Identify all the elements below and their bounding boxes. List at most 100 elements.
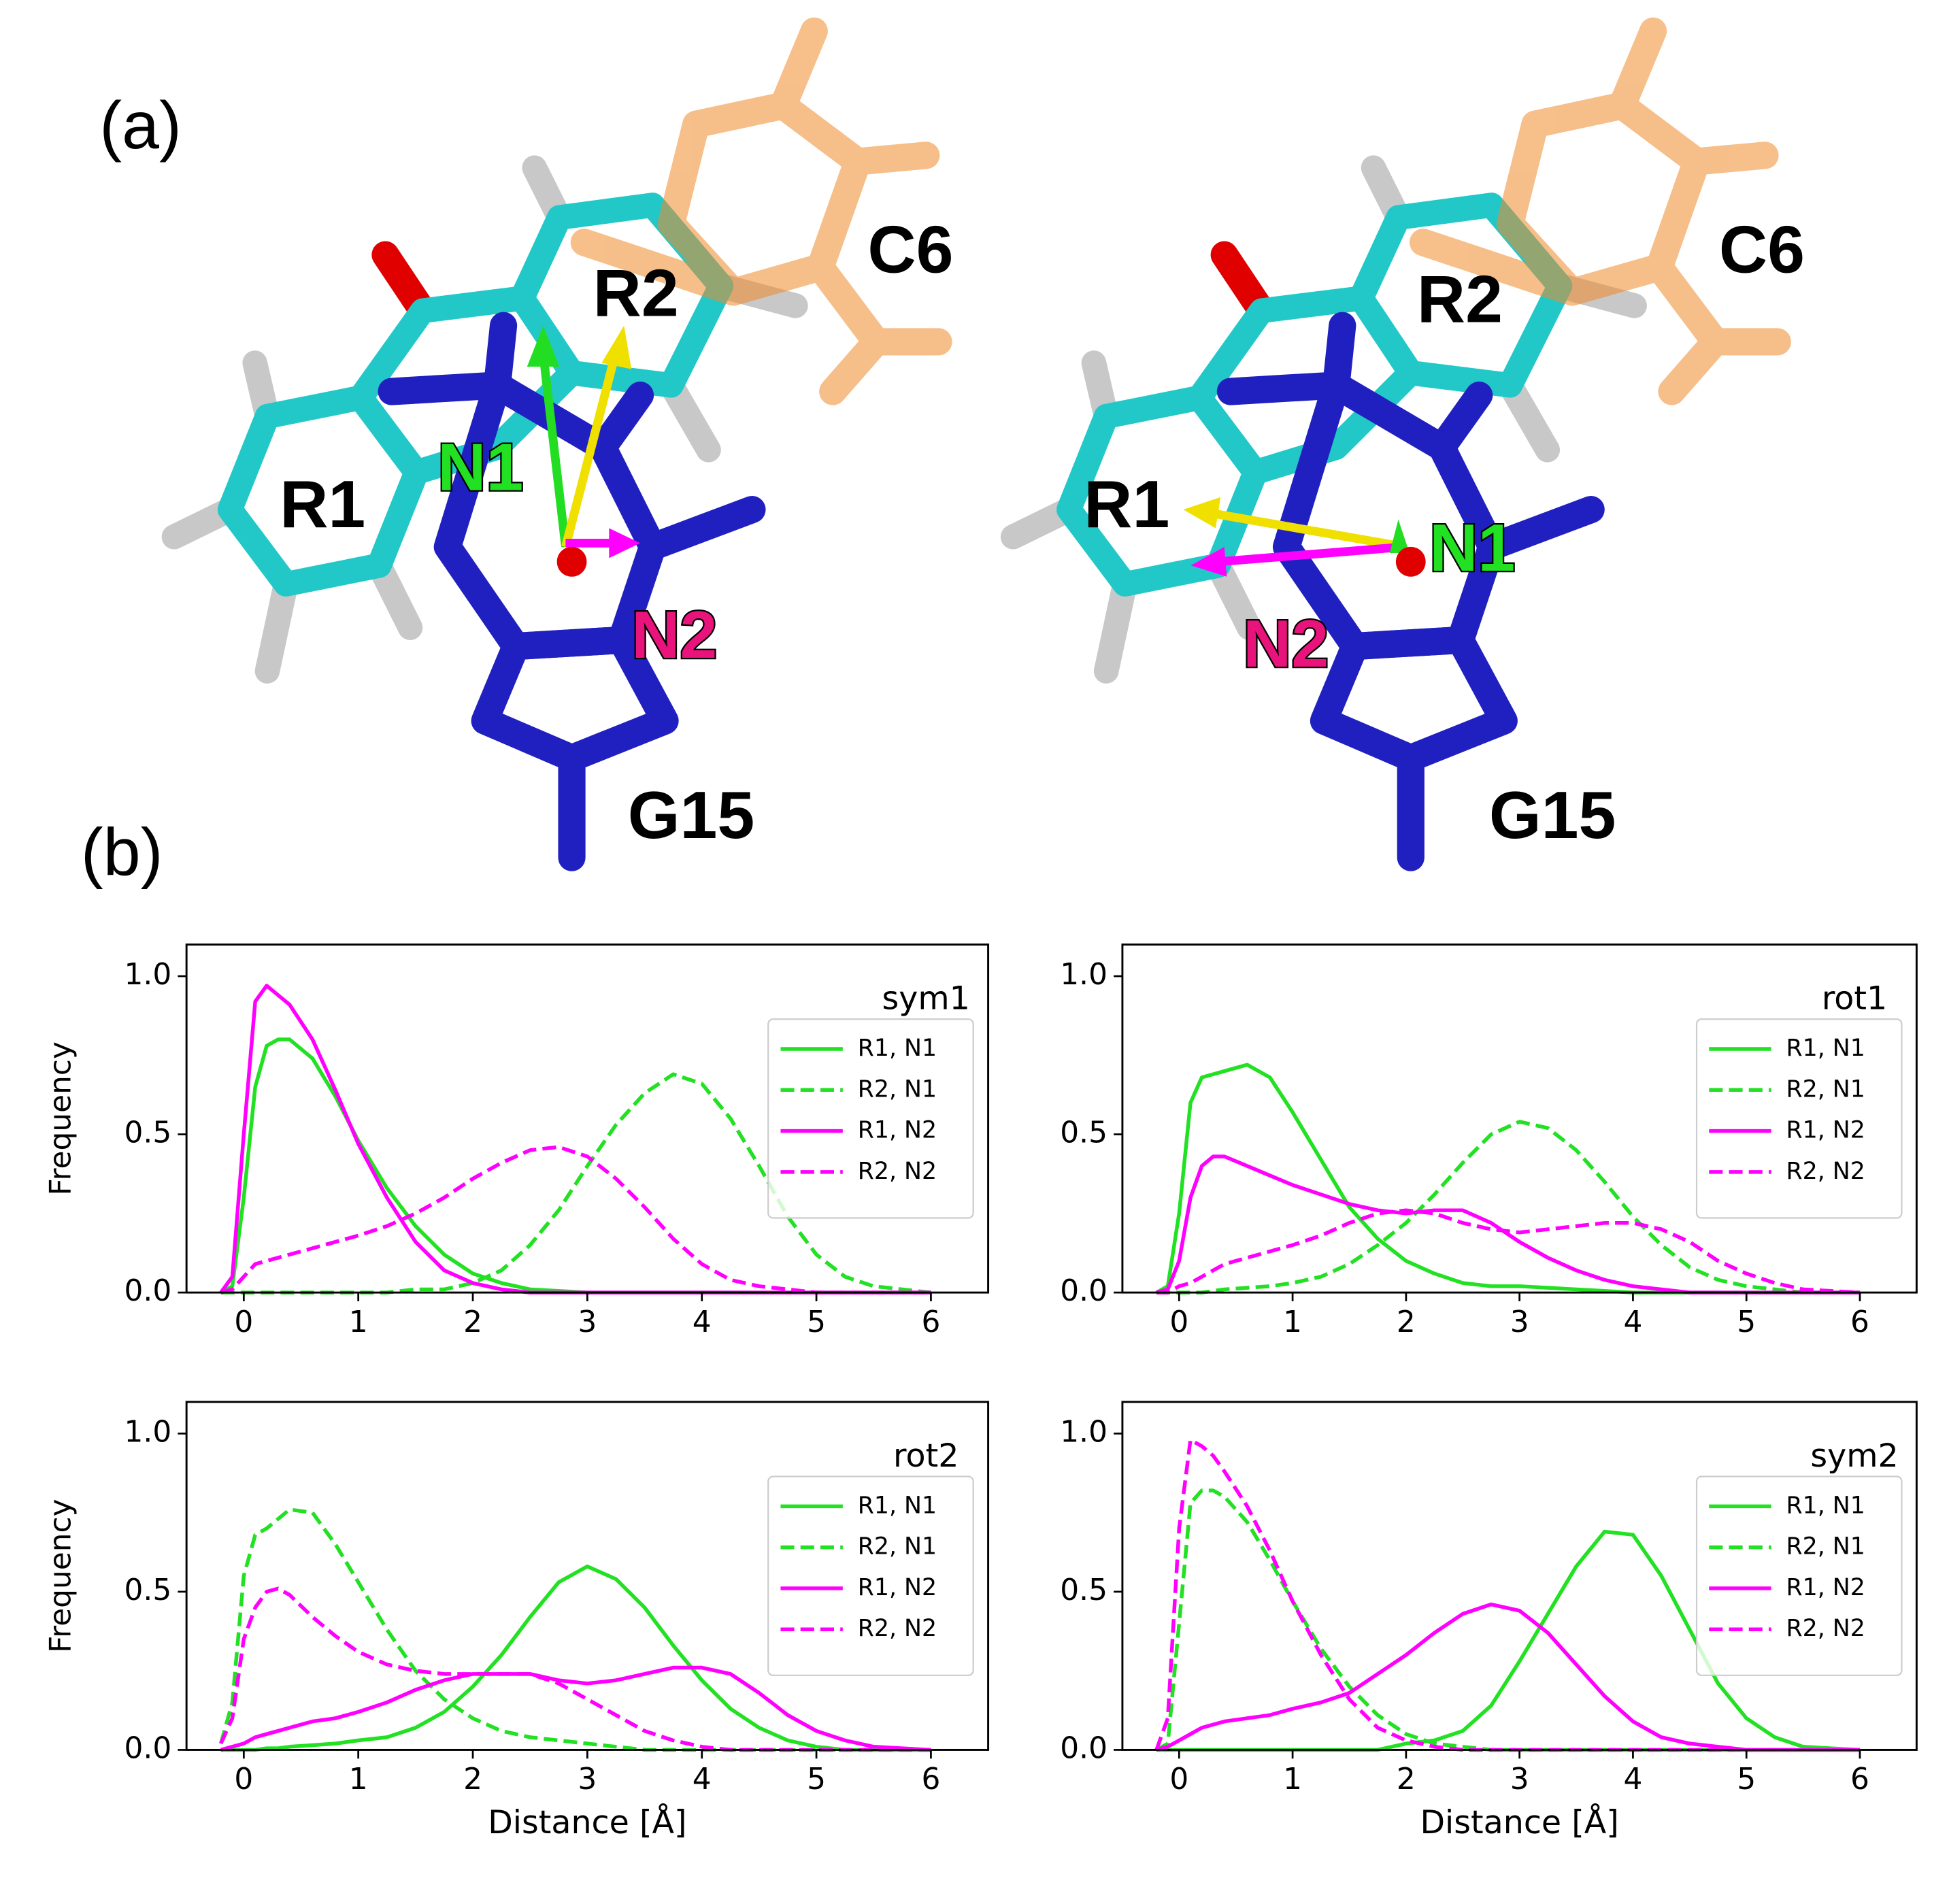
x-tick-label: 0 <box>234 1762 253 1797</box>
y-tick-label: 0.0 <box>1060 1731 1107 1765</box>
legend-label: R1, N1 <box>1786 1035 1865 1062</box>
legend-frame <box>1695 1018 1903 1219</box>
legend-label: R1, N2 <box>858 1574 937 1601</box>
x-tick-label: 5 <box>1737 1762 1756 1797</box>
ring-label: R1 <box>280 467 365 541</box>
x-tick-label: 2 <box>463 1305 482 1339</box>
y-tick-label: 0.0 <box>124 1273 172 1308</box>
x-tick-label: 4 <box>1623 1305 1642 1339</box>
x-tick-label: 3 <box>1510 1305 1529 1339</box>
y-tick-label: 0.5 <box>124 1116 172 1150</box>
x-tick-label: 4 <box>1623 1762 1642 1797</box>
legend-label: R1, N1 <box>858 1035 937 1062</box>
legend-label: R2, N2 <box>858 1158 937 1185</box>
legend-title: rot1 <box>1822 980 1887 1018</box>
legend: sym1 R1, N1 R2, N1 R1, N2 R2, N2 <box>767 980 974 1219</box>
x-tick-label: 3 <box>578 1305 597 1339</box>
legend-label: R2, N1 <box>858 1075 937 1103</box>
legend-label: R1, N1 <box>1786 1492 1865 1519</box>
x-tick-label: 6 <box>1850 1305 1869 1339</box>
series-line <box>1156 1602 1860 1752</box>
y-tick-label: 0.0 <box>124 1731 172 1765</box>
legend-frame <box>767 1018 974 1219</box>
legend-label: R2, N1 <box>1786 1075 1865 1103</box>
series-line <box>220 1665 931 1752</box>
line-chart: 0 1 2 3 4 5 6 0.0 0.5 1.0 Frequency sym1 R1, N1 R2, N… <box>43 943 990 1339</box>
legend: sym2 R1, N1 R2, N1 R1, N2 R2, N2 <box>1695 1437 1903 1676</box>
ring-label: R2 <box>593 256 679 331</box>
x-tick-label: 5 <box>807 1762 826 1797</box>
y-tick-label: 1.0 <box>124 1414 172 1449</box>
y-axis-label: Frequency <box>43 1499 78 1652</box>
y-tick-label: 0.5 <box>1060 1573 1107 1607</box>
series-line <box>1156 1120 1860 1295</box>
x-tick-label: 0 <box>1169 1305 1188 1339</box>
vectors-right <box>1183 497 1426 577</box>
line-chart: 0 1 2 3 4 5 6 0.0 0.5 1.0 rot1 R1, N1 R2, N1 R1, N2 R2… <box>1060 943 1918 1339</box>
x-tick-label: 4 <box>693 1762 712 1797</box>
x-tick-label: 3 <box>1510 1762 1529 1797</box>
legend-title: rot2 <box>893 1437 959 1475</box>
series-line <box>220 1145 931 1295</box>
legend-title: sym1 <box>882 980 970 1018</box>
panel-label: (a) <box>99 88 182 163</box>
legend-label: R1, N2 <box>858 1117 937 1144</box>
x-tick-label: 6 <box>1850 1762 1869 1797</box>
vectors-left <box>527 325 641 577</box>
legend-label: R1, N2 <box>1786 1574 1865 1601</box>
x-tick-label: 5 <box>807 1305 826 1339</box>
y-tick-label: 0.5 <box>124 1573 172 1607</box>
axes-frame <box>1121 1401 1918 1751</box>
x-tick-label: 0 <box>234 1305 253 1339</box>
y-tick-label: 1.0 <box>1060 1414 1107 1449</box>
series-line <box>1155 1488 1860 1752</box>
atom-label: N1 <box>437 429 523 504</box>
atom-label: N1 <box>1429 510 1515 585</box>
structure-labels: R1 R2 C6 N1 N2 G15 R1 R2 C6 N1 N2 G15 <box>280 212 1805 852</box>
ring-label: R1 <box>1084 467 1169 541</box>
line-chart: 0 1 2 3 4 5 6 0.0 0.5 1.0 Frequency Distance [Å] rot… <box>43 1401 990 1841</box>
panel-label: (b) <box>81 815 163 890</box>
x-tick-label: 5 <box>1737 1305 1756 1339</box>
legend: rot1 R1, N1 R2, N1 R1, N2 R2, N2 <box>1695 980 1903 1219</box>
molecule-right <box>1013 31 1778 858</box>
x-tick-label: 3 <box>578 1762 597 1797</box>
x-axis-label: Distance [Å] <box>1420 1803 1618 1841</box>
x-tick-label: 6 <box>921 1762 940 1797</box>
x-tick-label: 1 <box>349 1762 368 1797</box>
legend-label: R1, N1 <box>858 1492 937 1519</box>
x-tick-label: 0 <box>1169 1762 1188 1797</box>
x-tick-label: 1 <box>1283 1305 1302 1339</box>
residue-label: C6 <box>1719 212 1805 287</box>
ring-label: R2 <box>1417 262 1503 337</box>
legend-label: R2, N1 <box>858 1533 937 1560</box>
residue-label: G15 <box>628 778 754 852</box>
x-tick-label: 6 <box>921 1305 940 1339</box>
x-tick-label: 1 <box>1283 1762 1302 1797</box>
residue-label: G15 <box>1489 778 1616 852</box>
legend-frame <box>1695 1475 1903 1676</box>
axes-frame <box>185 1401 990 1751</box>
y-tick-label: 1.0 <box>1060 957 1107 992</box>
series-line <box>1156 1208 1861 1295</box>
series-line <box>220 1564 931 1752</box>
residue-label: C6 <box>867 212 953 287</box>
y-tick-label: 1.0 <box>124 957 172 992</box>
x-tick-label: 2 <box>1397 1305 1416 1339</box>
legend-label: R1, N2 <box>1786 1117 1865 1144</box>
x-tick-label: 2 <box>463 1762 482 1797</box>
x-tick-label: 4 <box>693 1305 712 1339</box>
legend-label: R2, N2 <box>858 1615 937 1642</box>
y-tick-label: 0.0 <box>1060 1273 1107 1308</box>
y-axis-label: Frequency <box>43 1041 78 1195</box>
legend-label: R2, N1 <box>1786 1533 1865 1560</box>
legend: rot2 R1, N1 R2, N1 R1, N2 R2, N2 <box>767 1437 974 1676</box>
legend-label: R2, N2 <box>1786 1158 1865 1185</box>
atom-label: N2 <box>1243 606 1329 681</box>
x-tick-label: 1 <box>349 1305 368 1339</box>
x-tick-label: 2 <box>1397 1762 1416 1797</box>
y-tick-label: 0.5 <box>1060 1116 1107 1150</box>
line-chart: 0 1 2 3 4 5 6 0.0 0.5 1.0 Distance [Å] sym2 R1, N1 R2… <box>1060 1401 1918 1841</box>
